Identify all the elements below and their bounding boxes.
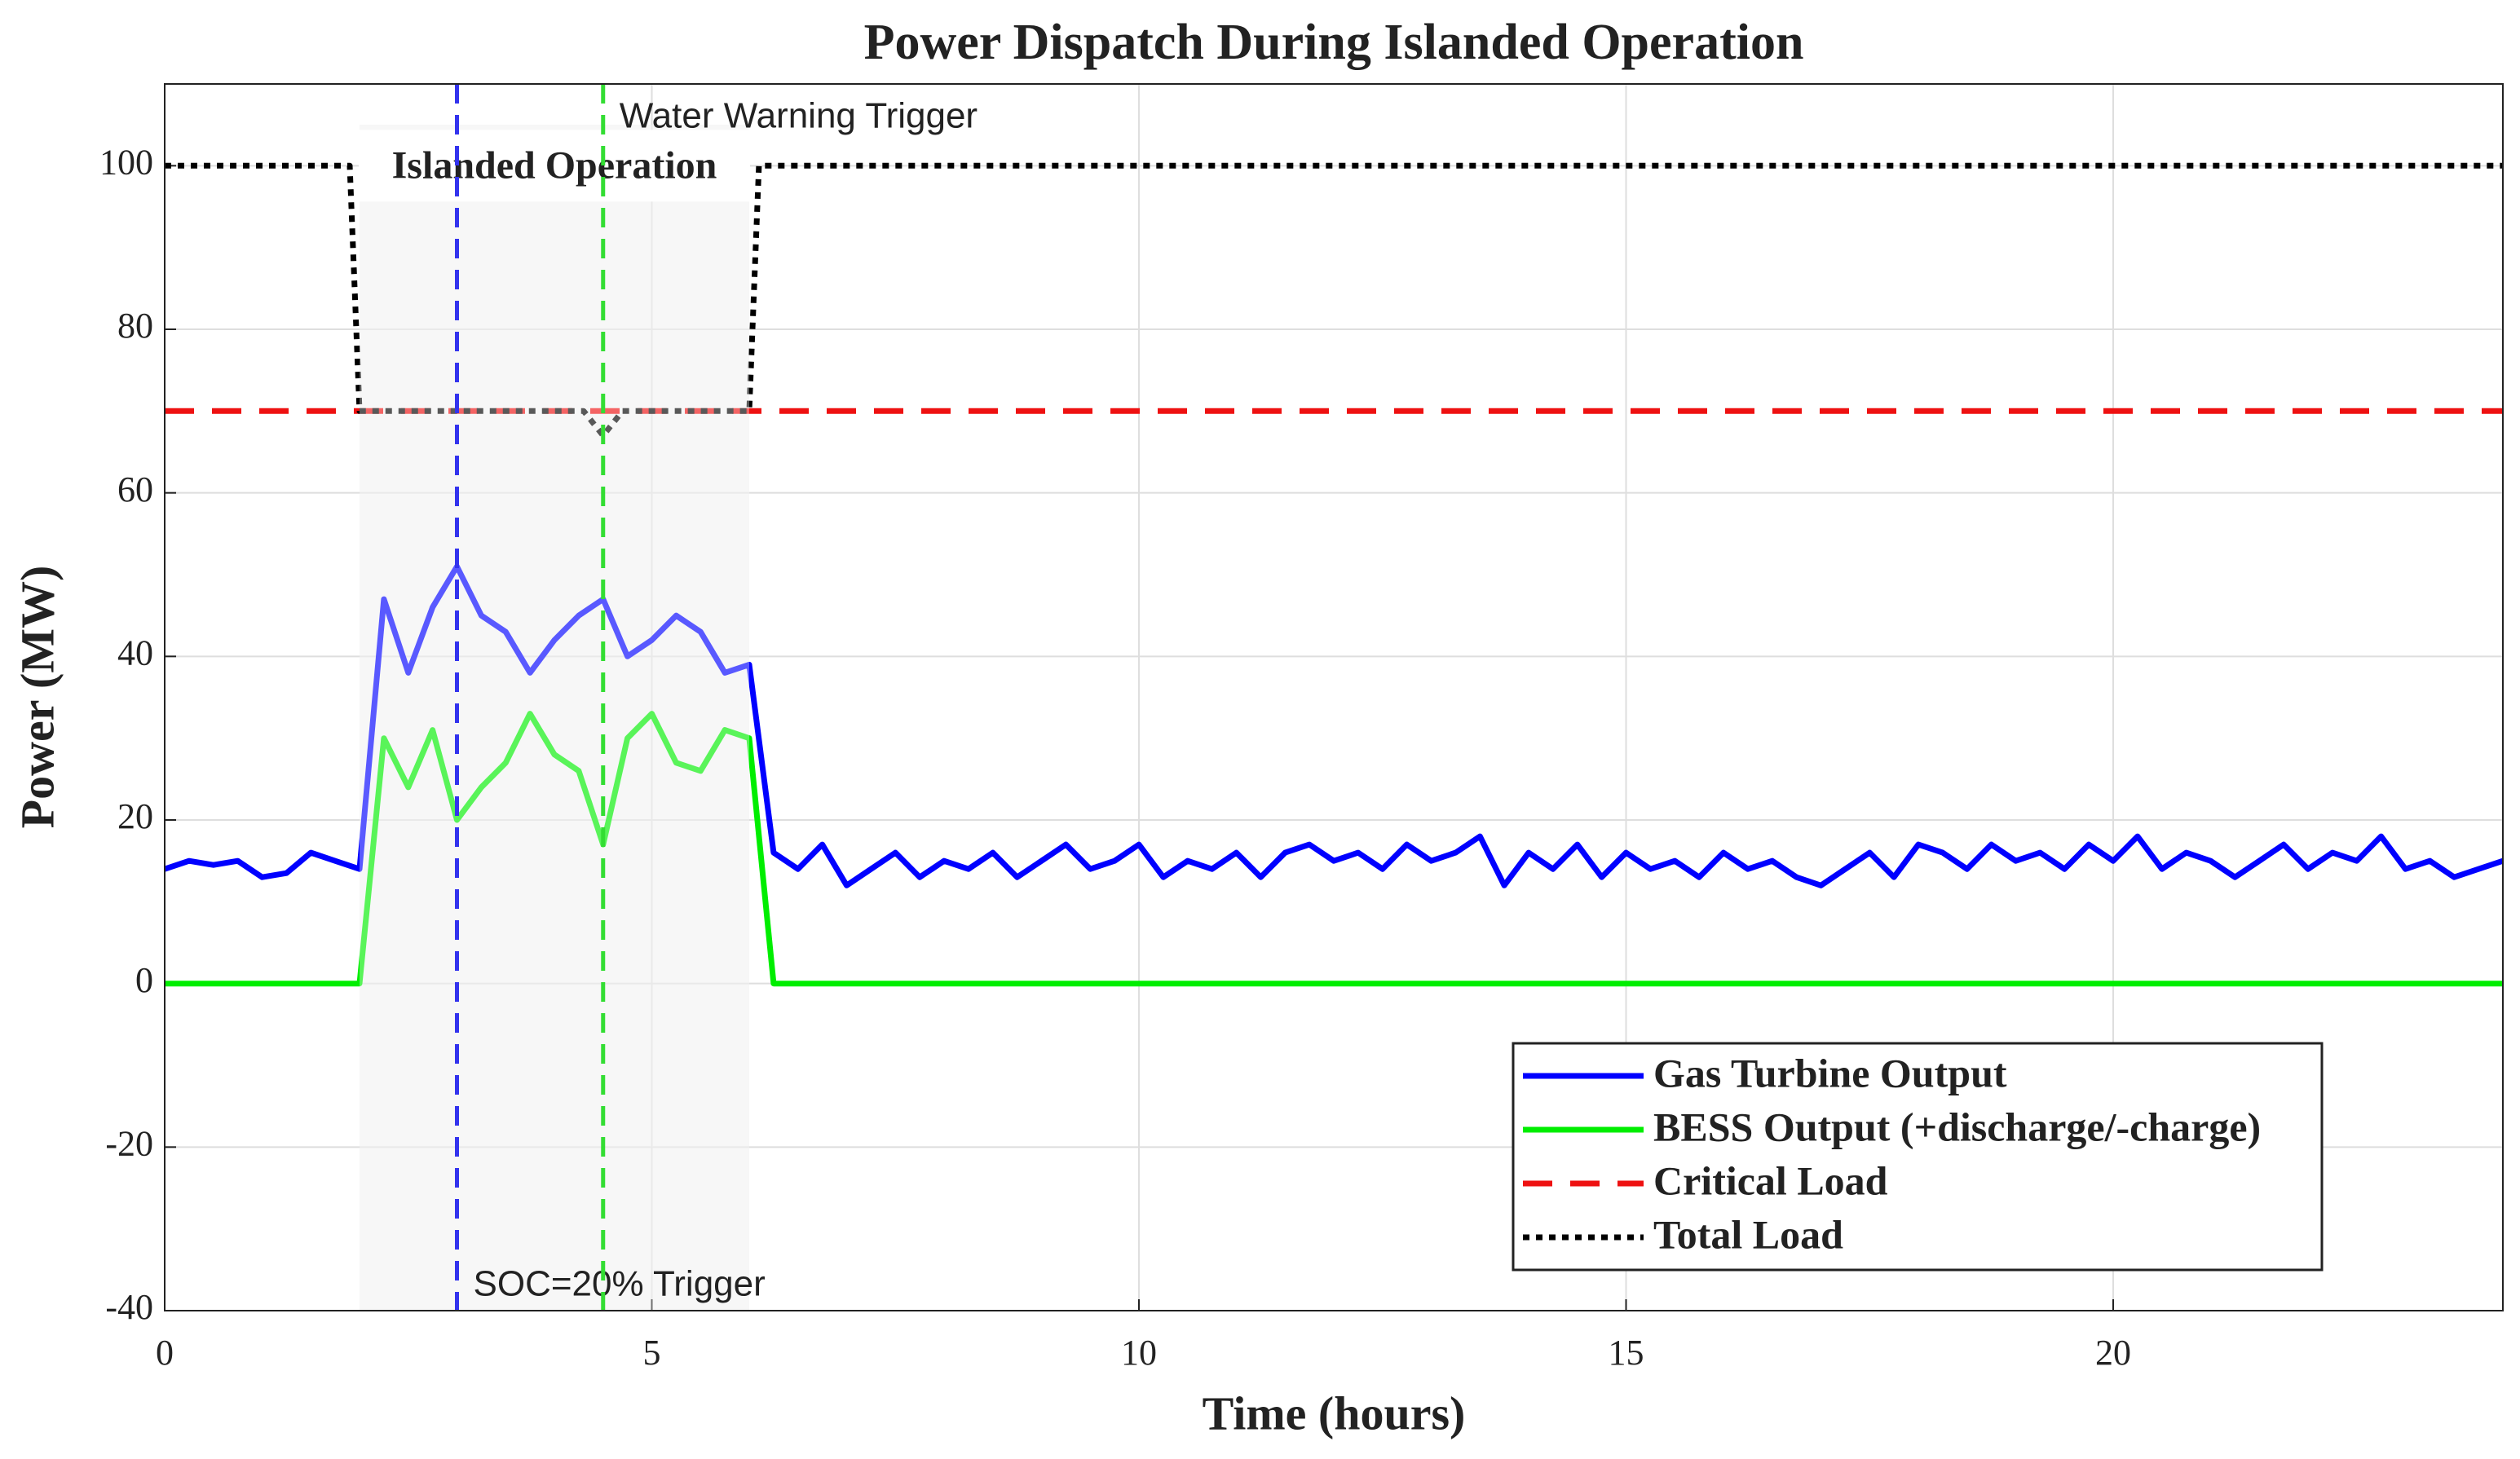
legend-label: BESS Output (+discharge/-charge) [1653, 1104, 2261, 1149]
y-tick-label: -20 [105, 1123, 153, 1163]
chart-title: Power Dispatch During Islanded Operation [864, 15, 1804, 70]
region-shade [360, 125, 749, 1311]
x-tick-label: 20 [2095, 1333, 2131, 1373]
x-axis-label: Time (hours) [1203, 1386, 1466, 1439]
series-line [165, 711, 2503, 987]
series-line [165, 162, 2503, 439]
y-tick-label: 40 [117, 633, 153, 672]
y-tick-label: 20 [117, 796, 153, 836]
region-label-bg [359, 130, 750, 202]
x-tick-label: 5 [643, 1333, 661, 1373]
region-label: Islanded Operation [392, 143, 717, 187]
axes-box [164, 83, 2504, 1311]
region-overlay [360, 125, 749, 1311]
marker-label: Water Warning Trigger [620, 96, 978, 136]
legend-label: Critical Load [1653, 1157, 1888, 1203]
y-tick-label: 100 [99, 142, 153, 182]
legend-label: Total Load [1653, 1211, 1843, 1257]
y-tick-label: -40 [105, 1287, 153, 1327]
x-tick-label: 0 [156, 1333, 174, 1373]
y-tick-label: 60 [117, 469, 153, 509]
marker-label: SOC=20% Trigger [474, 1264, 766, 1304]
x-tick-label: 10 [1121, 1333, 1157, 1373]
legend-box [1512, 1042, 2324, 1272]
y-tick-label: 80 [117, 306, 153, 346]
y-axis-label: Power (MW) [11, 566, 64, 829]
series-line [163, 563, 2505, 888]
legend-label: Gas Turbine Output [1653, 1050, 2007, 1095]
y-tick-label: 0 [135, 960, 153, 1000]
x-tick-label: 15 [1609, 1333, 1644, 1373]
